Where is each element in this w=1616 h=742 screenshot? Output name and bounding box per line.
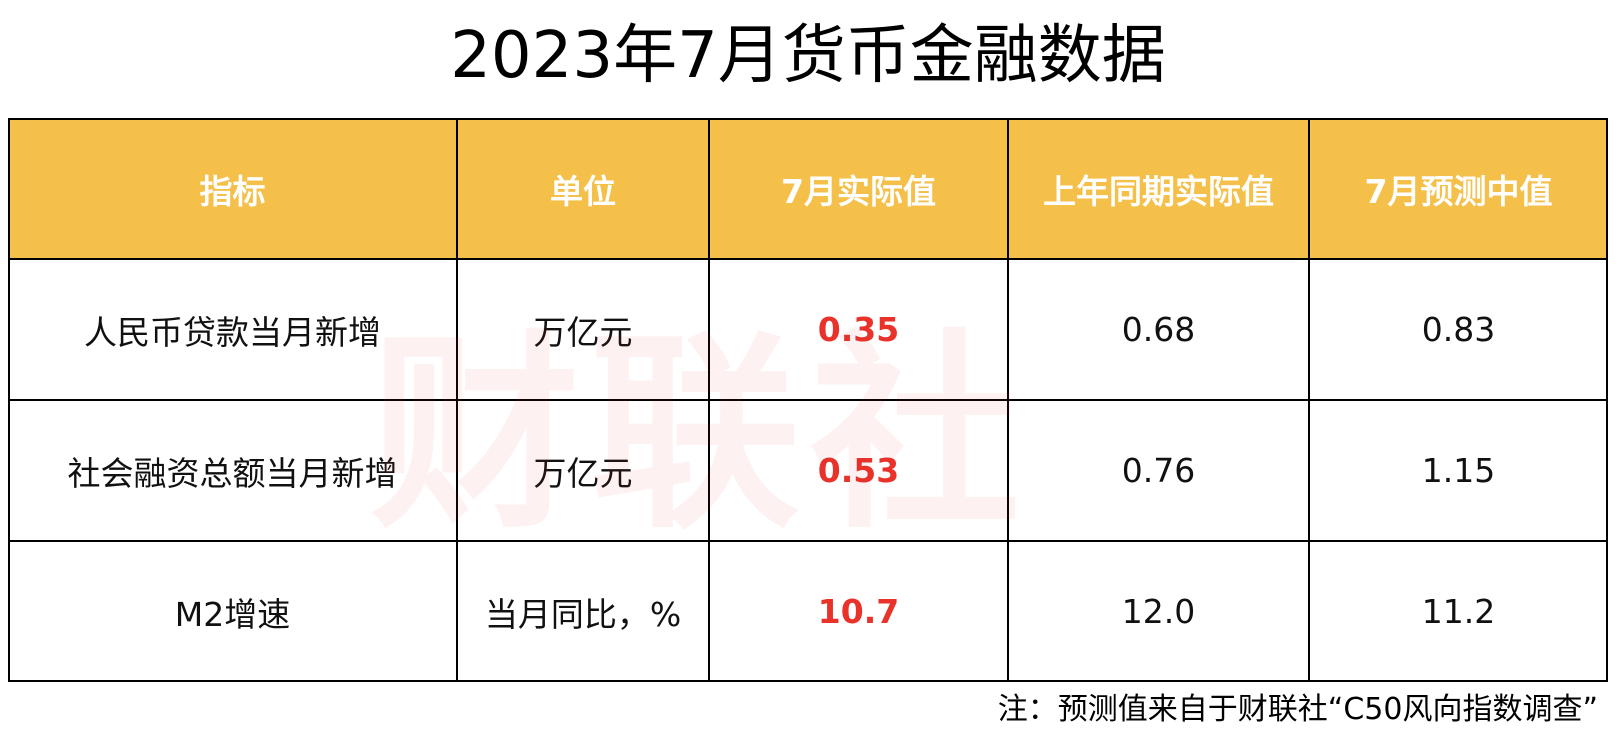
table-cell: 0.53 <box>709 400 1008 541</box>
table-cell: 11.2 <box>1309 541 1608 682</box>
header-cell: 单位 <box>457 118 709 259</box>
header-cell: 上年同期实际值 <box>1008 118 1309 259</box>
header-cell: 7月预测中值 <box>1309 118 1608 259</box>
table-cell: 0.76 <box>1008 400 1309 541</box>
table-cell: 0.35 <box>709 259 1008 400</box>
table-cell: 10.7 <box>709 541 1008 682</box>
header-cell: 7月实际值 <box>709 118 1008 259</box>
footnote: 注：预测值来自于财联社“C50风向指数调查” <box>997 692 1598 727</box>
table-cell: 1.15 <box>1309 400 1608 541</box>
title: 2023年7月货币金融数据 <box>450 19 1166 93</box>
table-cell: 12.0 <box>1008 541 1309 682</box>
table-cell: 万亿元 <box>457 259 709 400</box>
header-cell: 指标 <box>8 118 457 259</box>
table: 指标 单位 7月实际值 上年同期实际值 7月预测中值 人民币贷款当月新增 万亿元 0.35 0.… <box>8 118 1608 682</box>
table-cell: 社会融资总额当月新增 <box>8 400 457 541</box>
table-cell: 0.83 <box>1309 259 1608 400</box>
table-cell: 当月同比，% <box>457 541 709 682</box>
table-cell: 0.68 <box>1008 259 1309 400</box>
table-cell: M2增速 <box>8 541 457 682</box>
watermark: 财联社 <box>370 312 1031 557</box>
table-cell: 万亿元 <box>457 400 709 541</box>
